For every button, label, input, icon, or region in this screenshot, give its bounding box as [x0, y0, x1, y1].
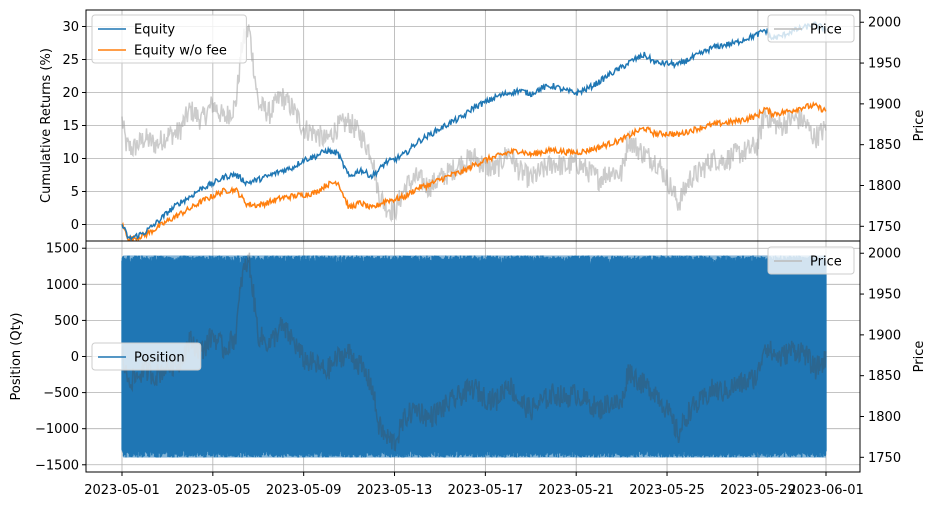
price-line-top [121, 24, 827, 223]
bottom-y-tick-label: 500 [54, 314, 79, 329]
top-y2-tick-label: 1850 [868, 138, 901, 153]
bottom-y-tick-label: 1500 [46, 242, 79, 257]
top-grid [86, 10, 860, 241]
top-legend: Equity Equity w/o fee [91, 14, 247, 64]
top-y-tick-label: 15 [62, 119, 79, 134]
top-y2-tick-label: 1800 [868, 179, 901, 194]
bottom-y2-tick-label: 1900 [868, 328, 901, 343]
bottom-y2-tick-label: 1850 [868, 369, 901, 384]
bottom-y-tick-label: 0 [71, 350, 79, 365]
top-y2-tick-label: 1750 [868, 220, 901, 235]
bottom-y2-axis-label: Price [912, 341, 927, 373]
top-y-axis-label: Cumulative Returns (%) [39, 48, 54, 203]
bottom-legend-box [91, 342, 202, 371]
x-tick-label: 2023-05-29 [720, 483, 796, 498]
x-tick-label: 2023-06-01 [788, 483, 864, 498]
top-y-tick-label: 5 [71, 185, 79, 200]
bottom-y-tick-label: −500 [43, 386, 79, 401]
top-plot-area [121, 21, 827, 241]
bottom-y2-tick-label: 1750 [868, 451, 901, 466]
bottom-y2-tick-label: 1800 [868, 410, 901, 425]
top-y-tick-label: 20 [62, 86, 79, 101]
top-legend-box [91, 14, 247, 64]
bottom-plot-area [121, 252, 827, 458]
bottom-price-legend-box [767, 246, 855, 275]
top-y2-axis-label: Price [912, 110, 927, 142]
top-y2-tick-label: 1950 [868, 57, 901, 72]
bottom-price-legend: Price [767, 246, 855, 275]
equity-line [121, 21, 827, 241]
bottom-price-legend-entry: Price [810, 255, 842, 270]
top-y-tick-label: 30 [62, 20, 79, 35]
top-y2-tick-label: 1900 [868, 97, 901, 112]
bottom-legend-entry: Position [134, 351, 185, 366]
x-tick-label: 2023-05-21 [538, 483, 614, 498]
bottom-legend: Position [91, 342, 202, 371]
top-y-tick-label: 25 [62, 53, 79, 68]
bottom-y-tick-label: 1000 [46, 278, 79, 293]
bottom-y2-tick-label: 1950 [868, 288, 901, 303]
x-tick-label: 2023-05-13 [357, 483, 433, 498]
x-tick-label: 2023-05-25 [629, 483, 705, 498]
x-tick-label: 2023-05-09 [266, 483, 342, 498]
bottom-y-axis-label: Position (Qty) [9, 313, 24, 401]
top-legend-entry: Equity w/o fee [134, 44, 227, 59]
x-tick-label: 2023-05-05 [175, 483, 251, 498]
top-price-legend-box [767, 14, 855, 43]
top-price-legend-entry: Price [810, 23, 842, 38]
position-band [123, 255, 826, 458]
bottom-y-tick-label: −1000 [35, 422, 79, 437]
price-line-bottom [121, 252, 827, 452]
top-price-legend: Price [767, 14, 855, 43]
top-legend-entry: Equity [134, 23, 175, 38]
x-tick-label: 2023-05-01 [84, 483, 160, 498]
x-tick-label: 2023-05-17 [448, 483, 524, 498]
top-y-tick-label: 0 [71, 218, 79, 233]
top-y-tick-label: 10 [62, 152, 79, 167]
bottom-y2-tick-label: 2000 [868, 247, 901, 262]
bottom-y-tick-label: −1500 [35, 458, 79, 473]
top-y2-tick-label: 2000 [868, 16, 901, 31]
equity-wo-fee-line [121, 100, 827, 241]
